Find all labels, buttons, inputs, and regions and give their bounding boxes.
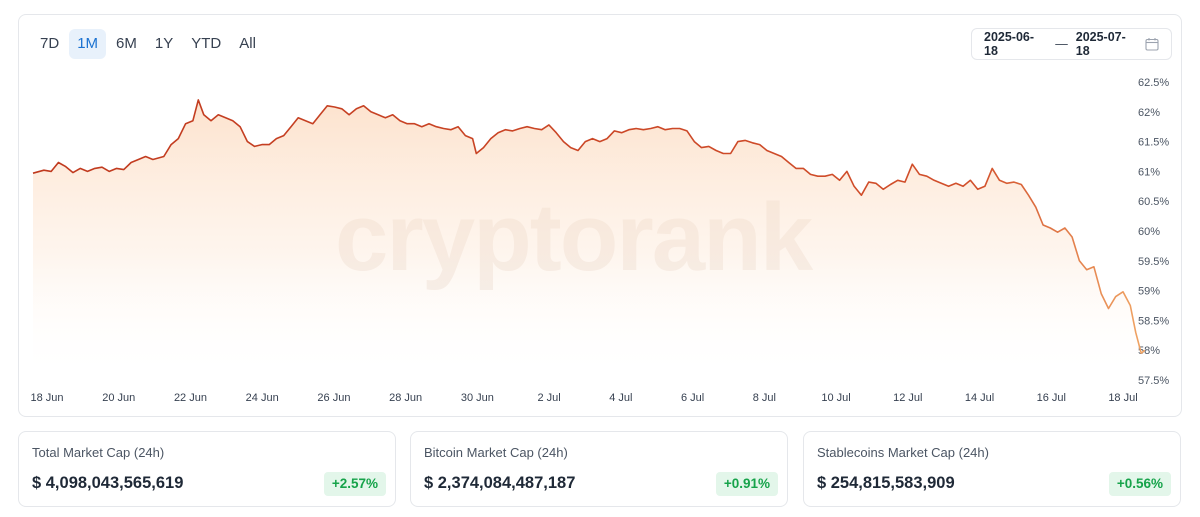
date-separator: —	[1055, 37, 1068, 51]
y-axis: 62.5%62%61.5%61%60.5%60%59.5%59%58.5%58%…	[1138, 77, 1169, 387]
date-end: 2025-07-18	[1075, 30, 1126, 58]
stat-card-stablecoins-market-cap: Stablecoins Market Cap (24h) $ 254,815,5…	[803, 431, 1181, 507]
chart-area[interactable]: cryptorank 62.5%62%61.5%61%60.5%60%59.5%…	[19, 15, 1183, 418]
change-badge: +0.91%	[715, 472, 778, 496]
stat-value: $ 2,374,084,487,187	[424, 474, 576, 492]
x-tick-label: 8 Jul	[753, 392, 776, 404]
x-tick-label: 6 Jul	[681, 392, 704, 404]
date-range-picker[interactable]: 2025-06-18 — 2025-07-18	[971, 28, 1172, 60]
stat-value: $ 4,098,043,565,619	[32, 474, 184, 492]
x-tick-label: 14 Jul	[965, 392, 994, 404]
x-tick-label: 28 Jun	[389, 392, 422, 404]
stat-card-bitcoin-market-cap: Bitcoin Market Cap (24h) $ 2,374,084,487…	[410, 431, 788, 507]
x-tick-label: 10 Jul	[821, 392, 850, 404]
x-tick-label: 20 Jun	[102, 392, 135, 404]
tab-7d[interactable]: 7D	[40, 35, 60, 52]
x-tick-label: 18 Jun	[30, 392, 63, 404]
series-line	[32, 99, 1146, 354]
x-tick-label: 4 Jul	[609, 392, 632, 404]
stat-value: $ 254,815,583,909	[817, 474, 955, 492]
x-tick-label: 16 Jul	[1037, 392, 1066, 404]
tab-1m[interactable]: 1M	[69, 29, 107, 59]
x-tick-label: 18 Jul	[1108, 392, 1137, 404]
tab-all[interactable]: All	[239, 35, 256, 52]
stat-label: Total Market Cap (24h)	[32, 445, 165, 460]
range-tabs: 7D 1M 6M 1Y YTD All	[32, 29, 264, 59]
x-tick-label: 22 Jun	[174, 392, 207, 404]
x-axis: 18 Jun 20 Jun 22 Jun 24 Jun 26 Jun 28 Jun 30 J…	[30, 392, 1137, 404]
change-badge: +0.56%	[1108, 472, 1171, 496]
y-tick-label: 59%	[1138, 286, 1160, 298]
stat-card-total-market-cap: Total Market Cap (24h) $ 4,098,043,565,6…	[18, 431, 396, 507]
y-tick-label: 62%	[1138, 107, 1160, 119]
y-tick-label: 61%	[1138, 166, 1160, 178]
y-tick-label: 60%	[1138, 226, 1160, 238]
y-tick-label: 57.5%	[1138, 375, 1169, 387]
y-tick-label: 62.5%	[1138, 77, 1169, 89]
y-tick-label: 61.5%	[1138, 137, 1169, 149]
x-tick-label: 2 Jul	[538, 392, 561, 404]
calendar-icon[interactable]	[1145, 37, 1159, 51]
date-start: 2025-06-18	[984, 30, 1035, 58]
tab-6m[interactable]: 6M	[116, 35, 137, 52]
stat-label: Bitcoin Market Cap (24h)	[424, 445, 568, 460]
stat-label: Stablecoins Market Cap (24h)	[817, 445, 989, 460]
change-badge: +2.57%	[323, 472, 386, 496]
x-tick-label: 26 Jun	[317, 392, 350, 404]
y-tick-label: 59.5%	[1138, 256, 1169, 268]
x-tick-label: 30 Jun	[461, 392, 494, 404]
tab-ytd[interactable]: YTD	[191, 35, 222, 52]
x-tick-label: 24 Jun	[246, 392, 279, 404]
dominance-chart-card: cryptorank 62.5%62%61.5%61%60.5%60%59.5%…	[18, 14, 1182, 417]
y-tick-label: 58.5%	[1138, 315, 1169, 327]
series-area	[33, 99, 1145, 381]
tab-1y[interactable]: 1Y	[154, 35, 174, 52]
x-tick-label: 12 Jul	[893, 392, 922, 404]
y-tick-label: 60.5%	[1138, 196, 1169, 208]
